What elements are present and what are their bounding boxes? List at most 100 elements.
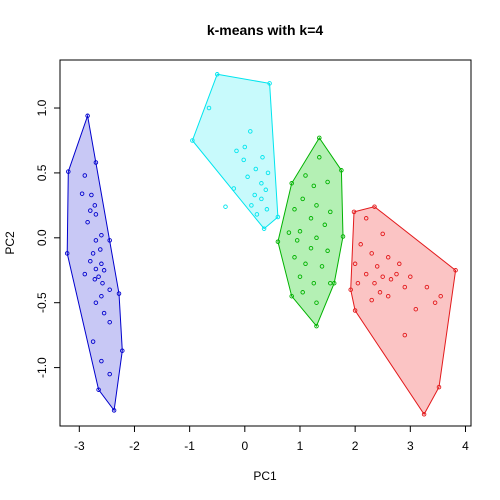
cluster-1-point [79, 191, 85, 196]
cluster-3-point [328, 209, 333, 215]
cluster-2-point [242, 144, 248, 150]
cluster-1-hull [66, 113, 123, 412]
cluster-3-point [319, 264, 325, 269]
cluster-4-point [408, 274, 413, 279]
cluster-1-point [96, 274, 101, 279]
cluster-2-point [249, 203, 254, 208]
cluster-3-point [292, 255, 297, 260]
cluster-2-point [260, 155, 265, 160]
cluster-2-point [190, 138, 195, 143]
cluster-2-point [248, 129, 253, 134]
cluster-3-point [303, 261, 308, 267]
cluster-1-point [66, 169, 71, 174]
cluster-4-point [358, 242, 363, 247]
cluster-2-point [265, 170, 271, 176]
cluster-1-point [90, 251, 96, 256]
cluster-3-point [289, 181, 294, 186]
x-axis-label: PC1 [253, 469, 277, 483]
cluster-1-point [107, 287, 112, 292]
cluster-4-point [363, 271, 369, 277]
cluster-1-point [89, 192, 94, 198]
y-tick-label: -1.0 [35, 357, 49, 378]
cluster-1-point [99, 232, 104, 238]
cluster-1-point [101, 310, 107, 316]
cluster-3-point [275, 239, 281, 244]
cluster-hulls [66, 73, 457, 416]
cluster-3-hull [277, 136, 344, 328]
cluster-4-point [402, 332, 408, 338]
cluster-3-point [308, 216, 314, 221]
cluster-4-point [363, 216, 369, 221]
cluster-4-point [402, 284, 408, 290]
cluster-3-point [311, 280, 317, 286]
y-axis: -1.0 -0.5 0.0 0.5 1.0 [35, 99, 60, 378]
cluster-3-point [317, 135, 322, 141]
cluster-1-point [99, 358, 104, 364]
cluster-3-point [325, 248, 330, 254]
cluster-1-point [96, 387, 101, 392]
cluster-2-point [223, 204, 228, 209]
y-tick-label: 0.5 [35, 164, 49, 181]
cluster-points [64, 72, 458, 417]
cluster-4-hull [350, 206, 457, 416]
cluster-1-point [93, 266, 99, 272]
x-tick-label: -2 [129, 439, 140, 453]
cluster-2-point [263, 187, 269, 193]
cluster-3-point [289, 293, 294, 299]
cluster-2-point [231, 186, 237, 191]
cluster-1-point [100, 280, 105, 286]
cluster-1-point [92, 203, 98, 208]
y-tick-label: 1.0 [35, 99, 49, 116]
cluster-4-point [394, 271, 399, 277]
cluster-4-point [348, 287, 353, 292]
x-tick-label: -1 [184, 439, 195, 453]
cluster-4-point [380, 274, 385, 279]
cluster-2-point [261, 226, 267, 231]
cluster-3-point [314, 203, 319, 208]
cluster-4-point [372, 280, 377, 286]
cluster-3-point [286, 230, 292, 235]
cluster-1-point [101, 268, 107, 273]
cluster-4-point [369, 251, 374, 256]
cluster-4-point [388, 277, 394, 282]
cluster-4-point [352, 261, 358, 267]
cluster-3-point [328, 280, 333, 286]
x-tick-label: 3 [407, 439, 414, 453]
cluster-4-point [424, 284, 430, 290]
cluster-4-point [432, 300, 438, 305]
cluster-1-point [85, 113, 90, 119]
cluster-4-point [436, 384, 442, 390]
cluster-1-point [90, 339, 96, 344]
cluster-2-point [252, 192, 257, 198]
cluster-4-point [453, 268, 458, 273]
cluster-3-point [340, 234, 346, 239]
y-tick-label: -0.5 [35, 292, 49, 313]
cluster-4-point [369, 297, 374, 303]
plot-frame [59, 59, 472, 427]
y-tick-label: 0.0 [35, 229, 49, 246]
cluster-1-point [116, 291, 122, 296]
cluster-1-point [82, 271, 88, 277]
cluster-2-point [259, 196, 264, 202]
y-axis-label: PC2 [3, 231, 17, 255]
cluster-1-point [93, 238, 99, 243]
cluster-3-point [314, 300, 319, 305]
cluster-1-point [111, 408, 117, 413]
cluster-3-point [314, 235, 319, 241]
cluster-3-point [314, 323, 319, 329]
cluster-2-point [245, 174, 250, 180]
cluster-3-point [300, 196, 305, 202]
cluster-3-point [317, 155, 322, 160]
cluster-2-point [234, 148, 239, 154]
cluster-1-point [98, 247, 103, 252]
cluster-4-point [385, 293, 391, 299]
cluster-3-point [297, 229, 303, 234]
cluster-4-point [438, 293, 443, 299]
cluster-3-point [297, 274, 303, 279]
x-tick-label: 0 [241, 439, 248, 453]
cluster-1-point [99, 293, 104, 299]
cluster-1-point [120, 348, 125, 353]
cluster-1-point [107, 319, 112, 325]
cluster-1-point [93, 212, 99, 217]
cluster-3-point [300, 290, 305, 295]
